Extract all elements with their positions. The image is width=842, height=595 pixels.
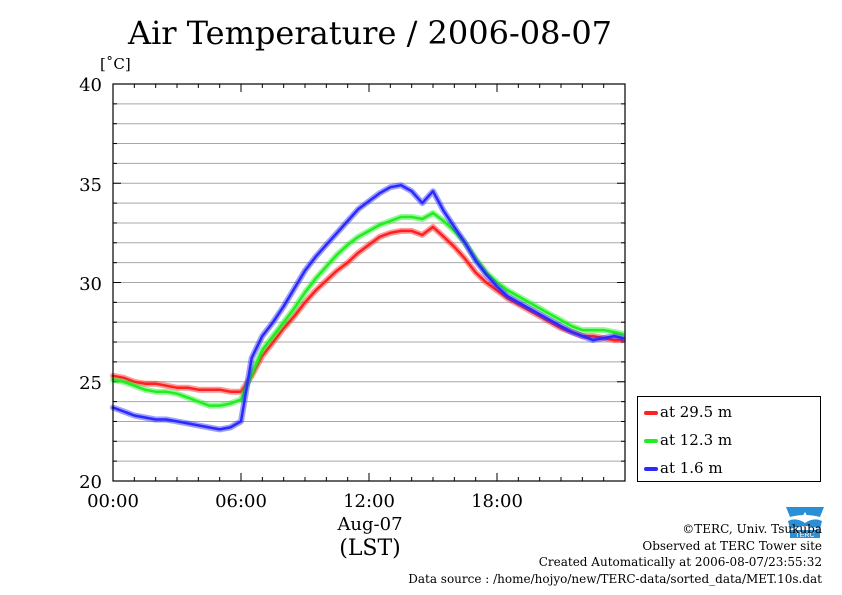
series-line-2 — [111, 183, 625, 431]
legend-swatch-blue — [644, 467, 658, 471]
y-tick-label-35: 35 — [79, 175, 102, 196]
series-line-0 — [111, 225, 625, 393]
date-label: Aug-07 — [337, 514, 403, 535]
legend-item-1-6m: at 1.6 m — [638, 457, 818, 479]
legend-item-12-3m: at 12.3 m — [638, 429, 818, 451]
x-tick-label-1200: 12:00 — [343, 491, 395, 512]
y-tick-label-40: 40 — [79, 75, 102, 96]
legend-swatch-green — [644, 439, 658, 443]
y-tick-label-25: 25 — [79, 373, 102, 394]
legend-item-29-5m: at 29.5 m — [638, 401, 818, 423]
legend-label: at 12.3 m — [660, 431, 733, 449]
x-axis-label: (LST) — [339, 536, 401, 561]
credit-observed: Observed at TERC Tower site — [642, 538, 822, 553]
y-axis-unit-label: [˚C] — [100, 55, 131, 73]
plot-frame — [112, 83, 626, 482]
y-tick-label-30: 30 — [79, 274, 102, 295]
logo-text: TERC — [795, 532, 814, 539]
x-tick-label-0600: 06:00 — [215, 491, 267, 512]
y-tick-label-20: 20 — [79, 472, 102, 493]
credit-copyright: ©TERC, Univ. Tsukuba — [682, 522, 822, 536]
credits-block: ©TERC, Univ. Tsukuba Observed at TERC To… — [408, 521, 822, 587]
terc-logo-icon: TERC — [784, 503, 826, 539]
legend-label: at 29.5 m — [660, 403, 733, 421]
legend: at 29.5 m at 12.3 m at 1.6 m — [637, 396, 821, 482]
x-tick-label-1800: 18:00 — [471, 491, 523, 512]
legend-label: at 1.6 m — [660, 459, 723, 477]
credit-created: Created Automatically at 2006-08-07/23:5… — [538, 555, 822, 569]
chart-title: Air Temperature / 2006-08-07 — [127, 14, 613, 52]
legend-swatch-red — [644, 411, 658, 415]
x-tick-label-0000: 00:00 — [87, 491, 139, 512]
series-line-1 — [111, 211, 625, 407]
credit-source: Data source : /home/hojyo/new/TERC-data/… — [408, 571, 822, 586]
